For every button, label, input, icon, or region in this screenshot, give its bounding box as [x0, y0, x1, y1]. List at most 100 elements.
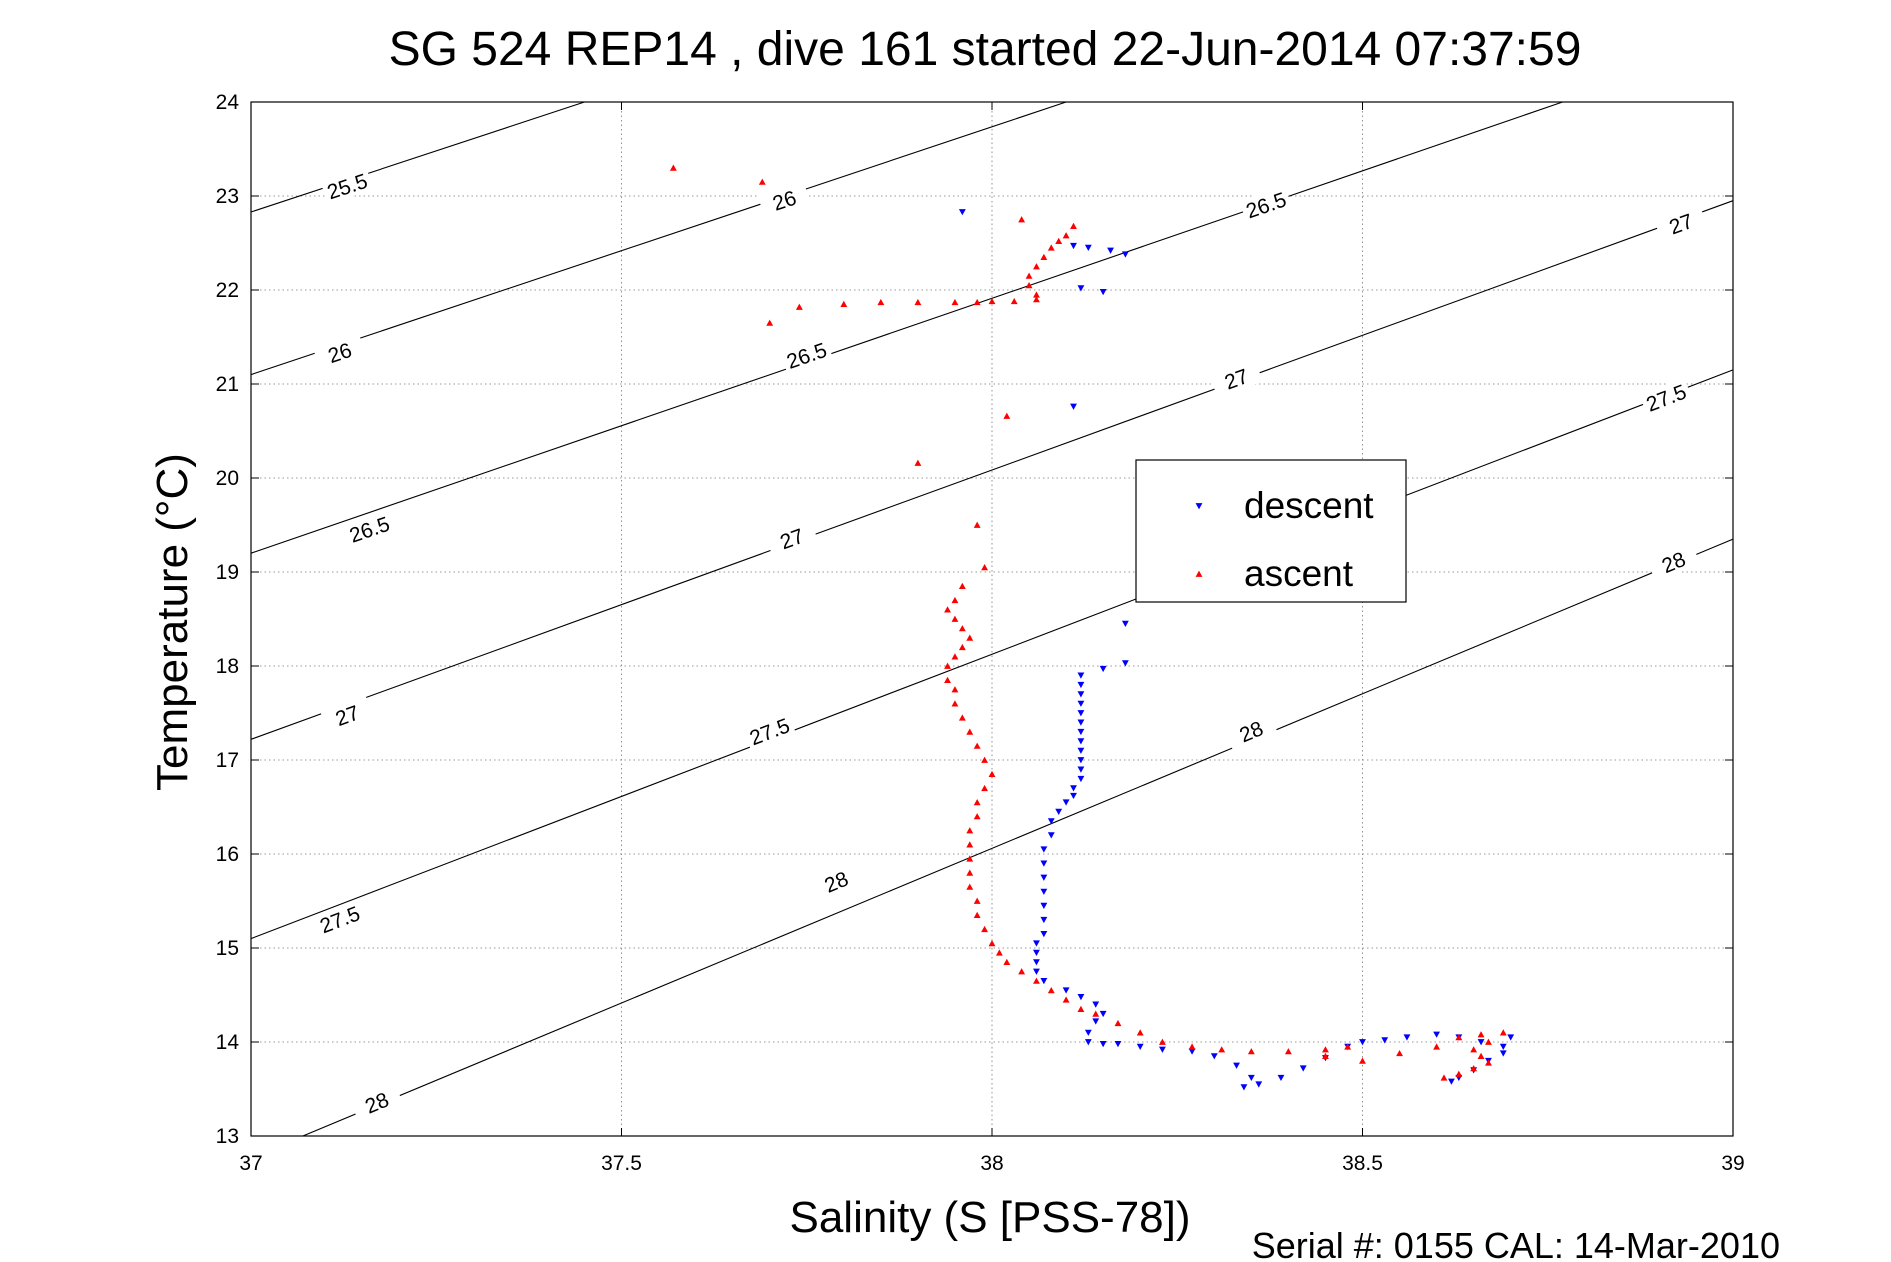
ascent-point — [944, 662, 951, 669]
isopycnal-label-gap — [313, 333, 367, 372]
descent-point — [1077, 747, 1085, 754]
ascent-point — [981, 784, 989, 792]
descent-point — [1099, 665, 1107, 673]
ascent-point — [1470, 1046, 1478, 1053]
ascent-point — [1077, 1005, 1085, 1012]
isopycnal-line-26-5 — [250, 101, 1563, 554]
descent-point — [1507, 1034, 1515, 1041]
descent-point — [1136, 1043, 1144, 1051]
descent-point — [1033, 940, 1040, 947]
legend-label-ascent: ascent — [1244, 553, 1354, 594]
ascent-point — [1433, 1043, 1441, 1050]
descent-point — [1092, 1001, 1100, 1008]
isopycnal-contours: 25.5262626.526.526.52727272727.527.527.5… — [250, 101, 1734, 1137]
ascent-point — [1070, 222, 1077, 229]
legend-label-descent: descent — [1244, 485, 1374, 526]
ascent-point — [973, 911, 981, 918]
descent-point — [1040, 902, 1048, 910]
ascent-point — [951, 298, 959, 306]
descent-point — [1040, 888, 1048, 895]
ascent-point — [1047, 244, 1055, 251]
isopycnal-label-gap — [320, 166, 374, 205]
ascent-point — [973, 813, 981, 820]
descent-point — [1277, 1074, 1285, 1082]
legend-box — [1135, 459, 1407, 603]
isopycnal-line-25-5 — [250, 101, 585, 213]
isopycnal-label-gap — [757, 180, 811, 219]
ascent-point — [1485, 1059, 1492, 1066]
isopycnal-label-gap — [1209, 358, 1263, 398]
ascent-point — [951, 700, 959, 707]
x-tick-label: 37 — [239, 1152, 262, 1175]
descent-point — [1099, 1040, 1107, 1048]
isopycnal-label-gap — [1646, 541, 1701, 582]
isopycnal-label-gap — [764, 518, 819, 558]
ascent-point — [958, 643, 966, 651]
chart-title: SG 524 REP14 , dive 161 started 22-Jun-2… — [389, 23, 1582, 76]
isopycnal-line-27-5 — [250, 369, 1734, 940]
descent-point — [1077, 285, 1085, 292]
ascent-point — [1485, 1038, 1492, 1045]
ascent-point — [973, 742, 981, 749]
isopycnal-label-gap — [1654, 203, 1708, 243]
ascent-point — [1025, 281, 1033, 289]
ascent-point — [966, 827, 974, 834]
y-tick-label: 21 — [216, 373, 239, 396]
descent-point — [1062, 799, 1070, 806]
ascent-point — [1033, 977, 1040, 984]
ascent-point — [1477, 1052, 1485, 1059]
ascent-point — [1114, 1019, 1122, 1027]
ascent-point — [958, 582, 966, 589]
ascent-point — [966, 728, 974, 735]
ascent-point — [766, 319, 774, 326]
legend-marker-ascent-symbol — [1195, 570, 1203, 577]
descent-point — [1070, 785, 1077, 792]
ascent-point — [795, 303, 803, 310]
ascent-point — [914, 298, 922, 306]
ascent-point — [951, 596, 959, 604]
descent-point — [1077, 672, 1085, 679]
ascent-point — [877, 298, 885, 306]
isopycnal-label-gap — [1639, 377, 1693, 417]
y-tick-label: 17 — [216, 749, 239, 772]
y-tick-label: 23 — [216, 185, 239, 208]
descent-point — [1077, 681, 1085, 689]
descent-point — [1040, 931, 1048, 938]
descent-point — [1114, 1040, 1122, 1048]
descent-point — [1477, 1039, 1485, 1046]
descent-point — [1099, 1010, 1107, 1018]
ascent-point — [951, 686, 959, 693]
plot-area: 25.5262626.526.526.52727272727.527.527.5… — [216, 91, 1745, 1175]
descent-point — [1077, 691, 1085, 698]
ascent-point — [973, 897, 981, 904]
legend-marker-ascent — [1195, 570, 1203, 577]
y-tick-label: 19 — [216, 561, 239, 584]
ascent-point — [1033, 263, 1040, 270]
y-tick-label: 13 — [216, 1125, 239, 1148]
x-axis-label: Salinity (S [PSS-78]) — [789, 1193, 1190, 1242]
isopycnal-line-28 — [302, 538, 1734, 1137]
descent-point — [1107, 247, 1114, 254]
descent-point — [1255, 1081, 1263, 1088]
ascent-point — [1159, 1038, 1166, 1045]
legend: descent ascent — [1135, 459, 1407, 603]
descent-point — [1033, 968, 1040, 975]
descent-point — [1247, 1074, 1255, 1082]
isopycnal-label-gap — [809, 860, 863, 902]
x-tick-label: 38 — [980, 1152, 1003, 1175]
descent-point — [1159, 1046, 1166, 1053]
y-tick-label: 18 — [216, 655, 239, 678]
descent-point — [958, 209, 966, 216]
y-tick-label: 15 — [216, 937, 239, 960]
ascent-point — [1018, 968, 1026, 975]
descent-point — [1121, 620, 1129, 628]
ascent-point — [966, 869, 974, 876]
descent-point — [1055, 808, 1063, 816]
ascent-point — [1359, 1057, 1366, 1064]
descent-point — [1077, 700, 1085, 707]
descent-point — [1240, 1084, 1248, 1091]
ascent-point — [951, 653, 959, 660]
descent-point — [1381, 1037, 1389, 1044]
descent-point — [1121, 251, 1129, 258]
